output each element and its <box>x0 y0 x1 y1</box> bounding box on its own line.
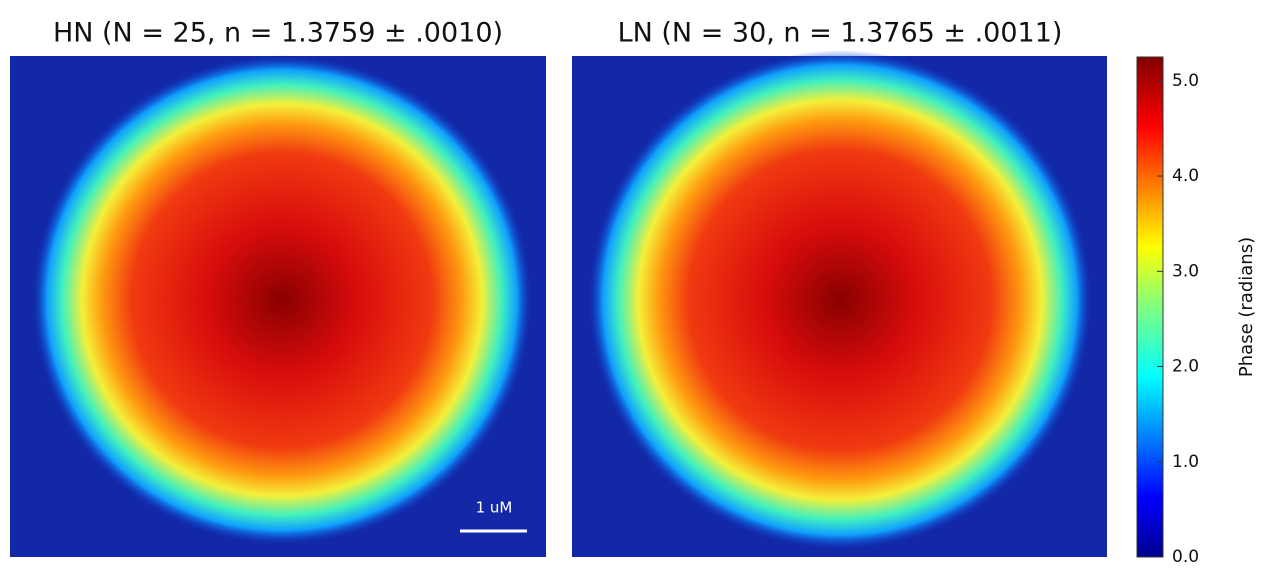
tick-label: 3.0 <box>1172 261 1199 281</box>
panel-ln: LN (N = 30, n = 1.3765 ± .0011) <box>572 18 1107 557</box>
cell-phase <box>32 55 532 545</box>
panel-title: HN (N = 25, n = 1.3759 ± .0010) <box>53 18 503 49</box>
tick-label: 0.0 <box>1172 547 1199 566</box>
panel-title: LN (N = 30, n = 1.3765 ± .0011) <box>618 18 1063 49</box>
tick-label: 4.0 <box>1172 166 1199 186</box>
colorbar-label: Phase (radians) <box>1236 237 1257 377</box>
colorbar: Phase (radians) 0.0 1.0 2.0 3.0 4.0 5.0 <box>1136 56 1257 567</box>
tick-label: 1.0 <box>1172 452 1199 472</box>
panel-hn: HN (N = 25, n = 1.3759 ± .0010) 1 uM <box>10 18 546 557</box>
tick-label: 5.0 <box>1172 71 1199 91</box>
tick-label: 2.0 <box>1172 357 1199 377</box>
colorbar-gradient <box>1136 56 1164 558</box>
scale-bar-label: 1 uM <box>476 499 513 517</box>
cell-phase <box>588 50 1092 550</box>
